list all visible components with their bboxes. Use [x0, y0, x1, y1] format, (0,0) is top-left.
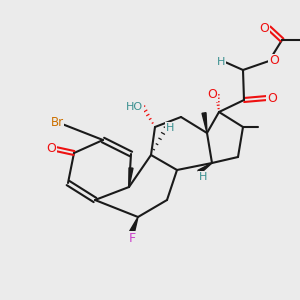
Polygon shape — [198, 163, 212, 174]
Text: O: O — [46, 142, 56, 154]
Text: H: H — [199, 172, 207, 182]
Text: O: O — [207, 88, 217, 101]
Text: O: O — [267, 92, 277, 104]
Polygon shape — [202, 113, 207, 133]
Text: F: F — [128, 232, 136, 245]
Text: Br: Br — [50, 116, 64, 128]
Text: O: O — [269, 55, 279, 68]
Polygon shape — [129, 168, 133, 187]
Text: H: H — [217, 57, 225, 67]
Polygon shape — [130, 217, 138, 233]
Text: HO: HO — [126, 102, 143, 112]
Text: O: O — [259, 22, 269, 34]
Text: H: H — [166, 123, 174, 133]
